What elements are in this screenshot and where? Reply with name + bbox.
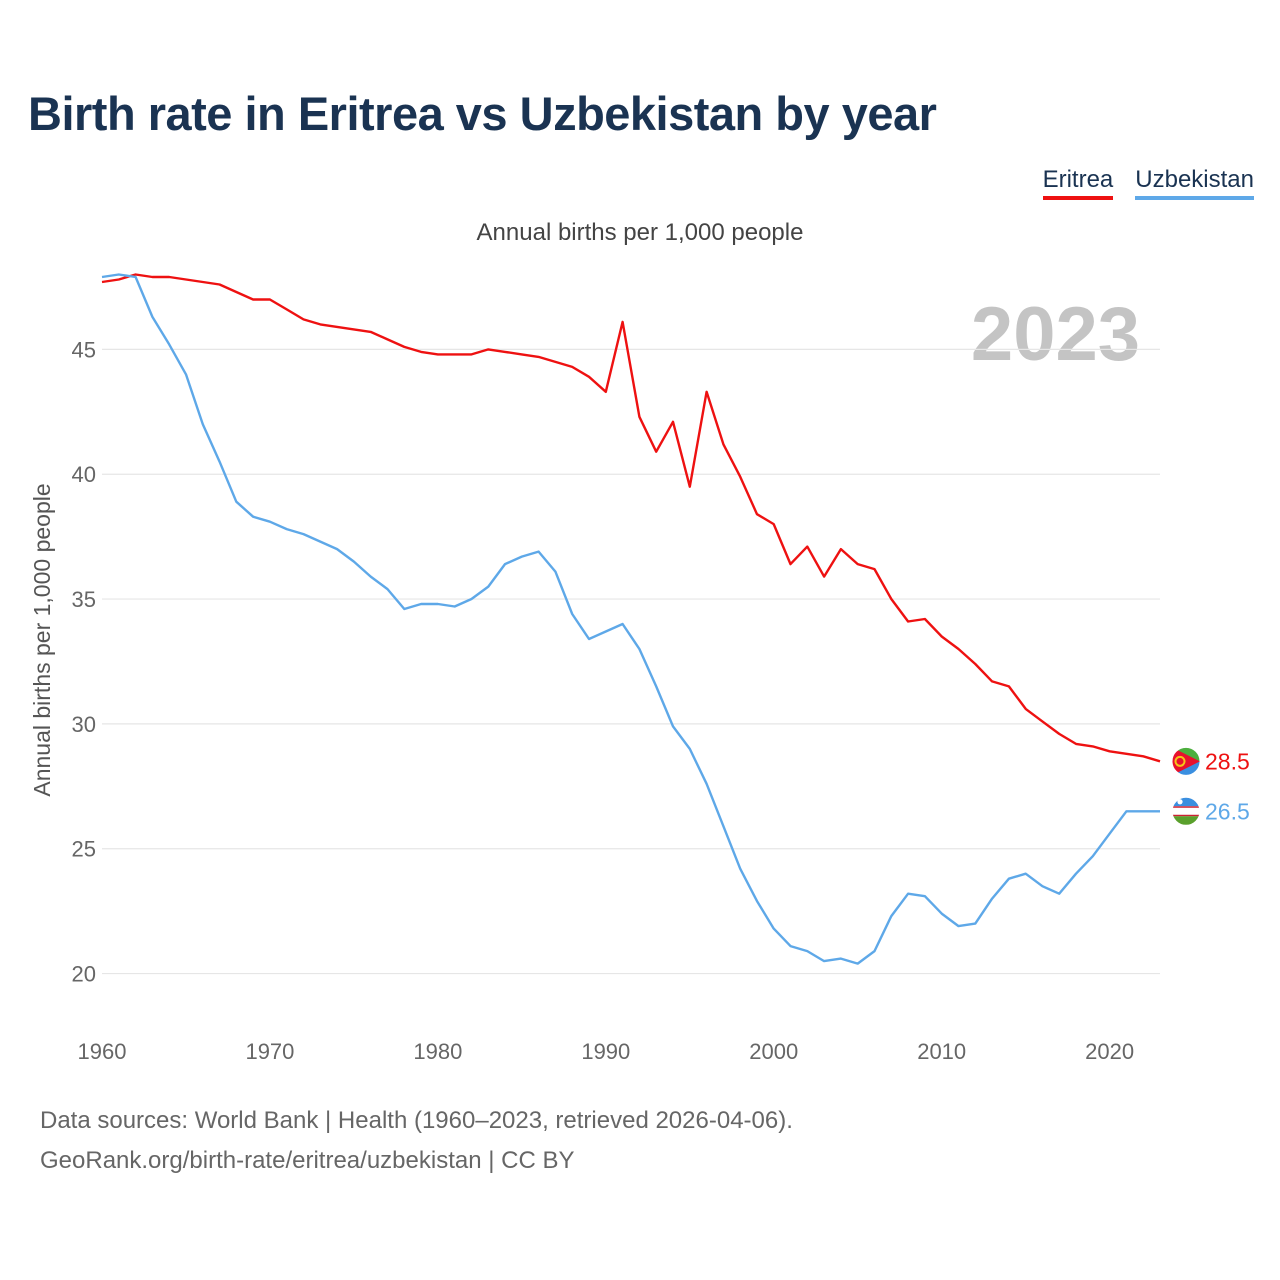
year-watermark: 2023 xyxy=(971,292,1140,377)
uzbekistan-flag-icon xyxy=(1171,796,1201,826)
y-tick-label-45: 45 xyxy=(72,337,96,362)
x-tick-label-2000: 2000 xyxy=(749,1039,798,1064)
grid xyxy=(102,348,1160,975)
footer-sources: Data sources: World Bank | Health (1960–… xyxy=(40,1107,793,1134)
series-lines xyxy=(101,273,1161,965)
legend-item-uzbekistan[interactable]: Uzbekistan xyxy=(1135,166,1254,200)
x-axis-ticks: 1960 1970 1980 1990 2000 2010 2020 xyxy=(78,1039,1135,1064)
x-tick-label-1960: 1960 xyxy=(78,1039,127,1064)
end-value-label-eritrea: 28.5 xyxy=(1205,748,1250,774)
y-tick-label-35: 35 xyxy=(72,587,96,612)
y-tick-label-25: 25 xyxy=(72,837,96,862)
y-axis-ticks: 20 25 30 35 40 45 xyxy=(72,337,96,986)
x-tick-label-2020: 2020 xyxy=(1085,1039,1134,1064)
x-tick-label-1970: 1970 xyxy=(245,1039,294,1064)
chart-subtitle: Annual births per 1,000 people xyxy=(477,219,804,246)
series-end-markers: 28.5 26.5 xyxy=(1171,746,1250,826)
x-tick-label-1980: 1980 xyxy=(413,1039,462,1064)
legend: Eritrea Uzbekistan xyxy=(1042,166,1254,200)
eritrea-flag-icon xyxy=(1171,746,1201,776)
chart-title: Birth rate in Eritrea vs Uzbekistan by y… xyxy=(28,87,937,140)
y-tick-label-40: 40 xyxy=(72,462,96,487)
x-tick-label-2010: 2010 xyxy=(917,1039,966,1064)
y-tick-label-30: 30 xyxy=(72,712,96,737)
x-tick-label-1990: 1990 xyxy=(581,1039,630,1064)
footer-url[interactable]: GeoRank.org/birth-rate/eritrea/uzbekista… xyxy=(40,1147,575,1174)
series-line-eritrea xyxy=(101,273,1161,763)
y-tick-label-20: 20 xyxy=(72,962,96,987)
legend-item-eritrea[interactable]: Eritrea xyxy=(1042,166,1114,200)
series-line-uzbekistan xyxy=(101,273,1160,965)
end-value-label-uzbekistan: 26.5 xyxy=(1205,798,1250,824)
y-axis-label: Annual births per 1,000 people xyxy=(29,483,55,796)
